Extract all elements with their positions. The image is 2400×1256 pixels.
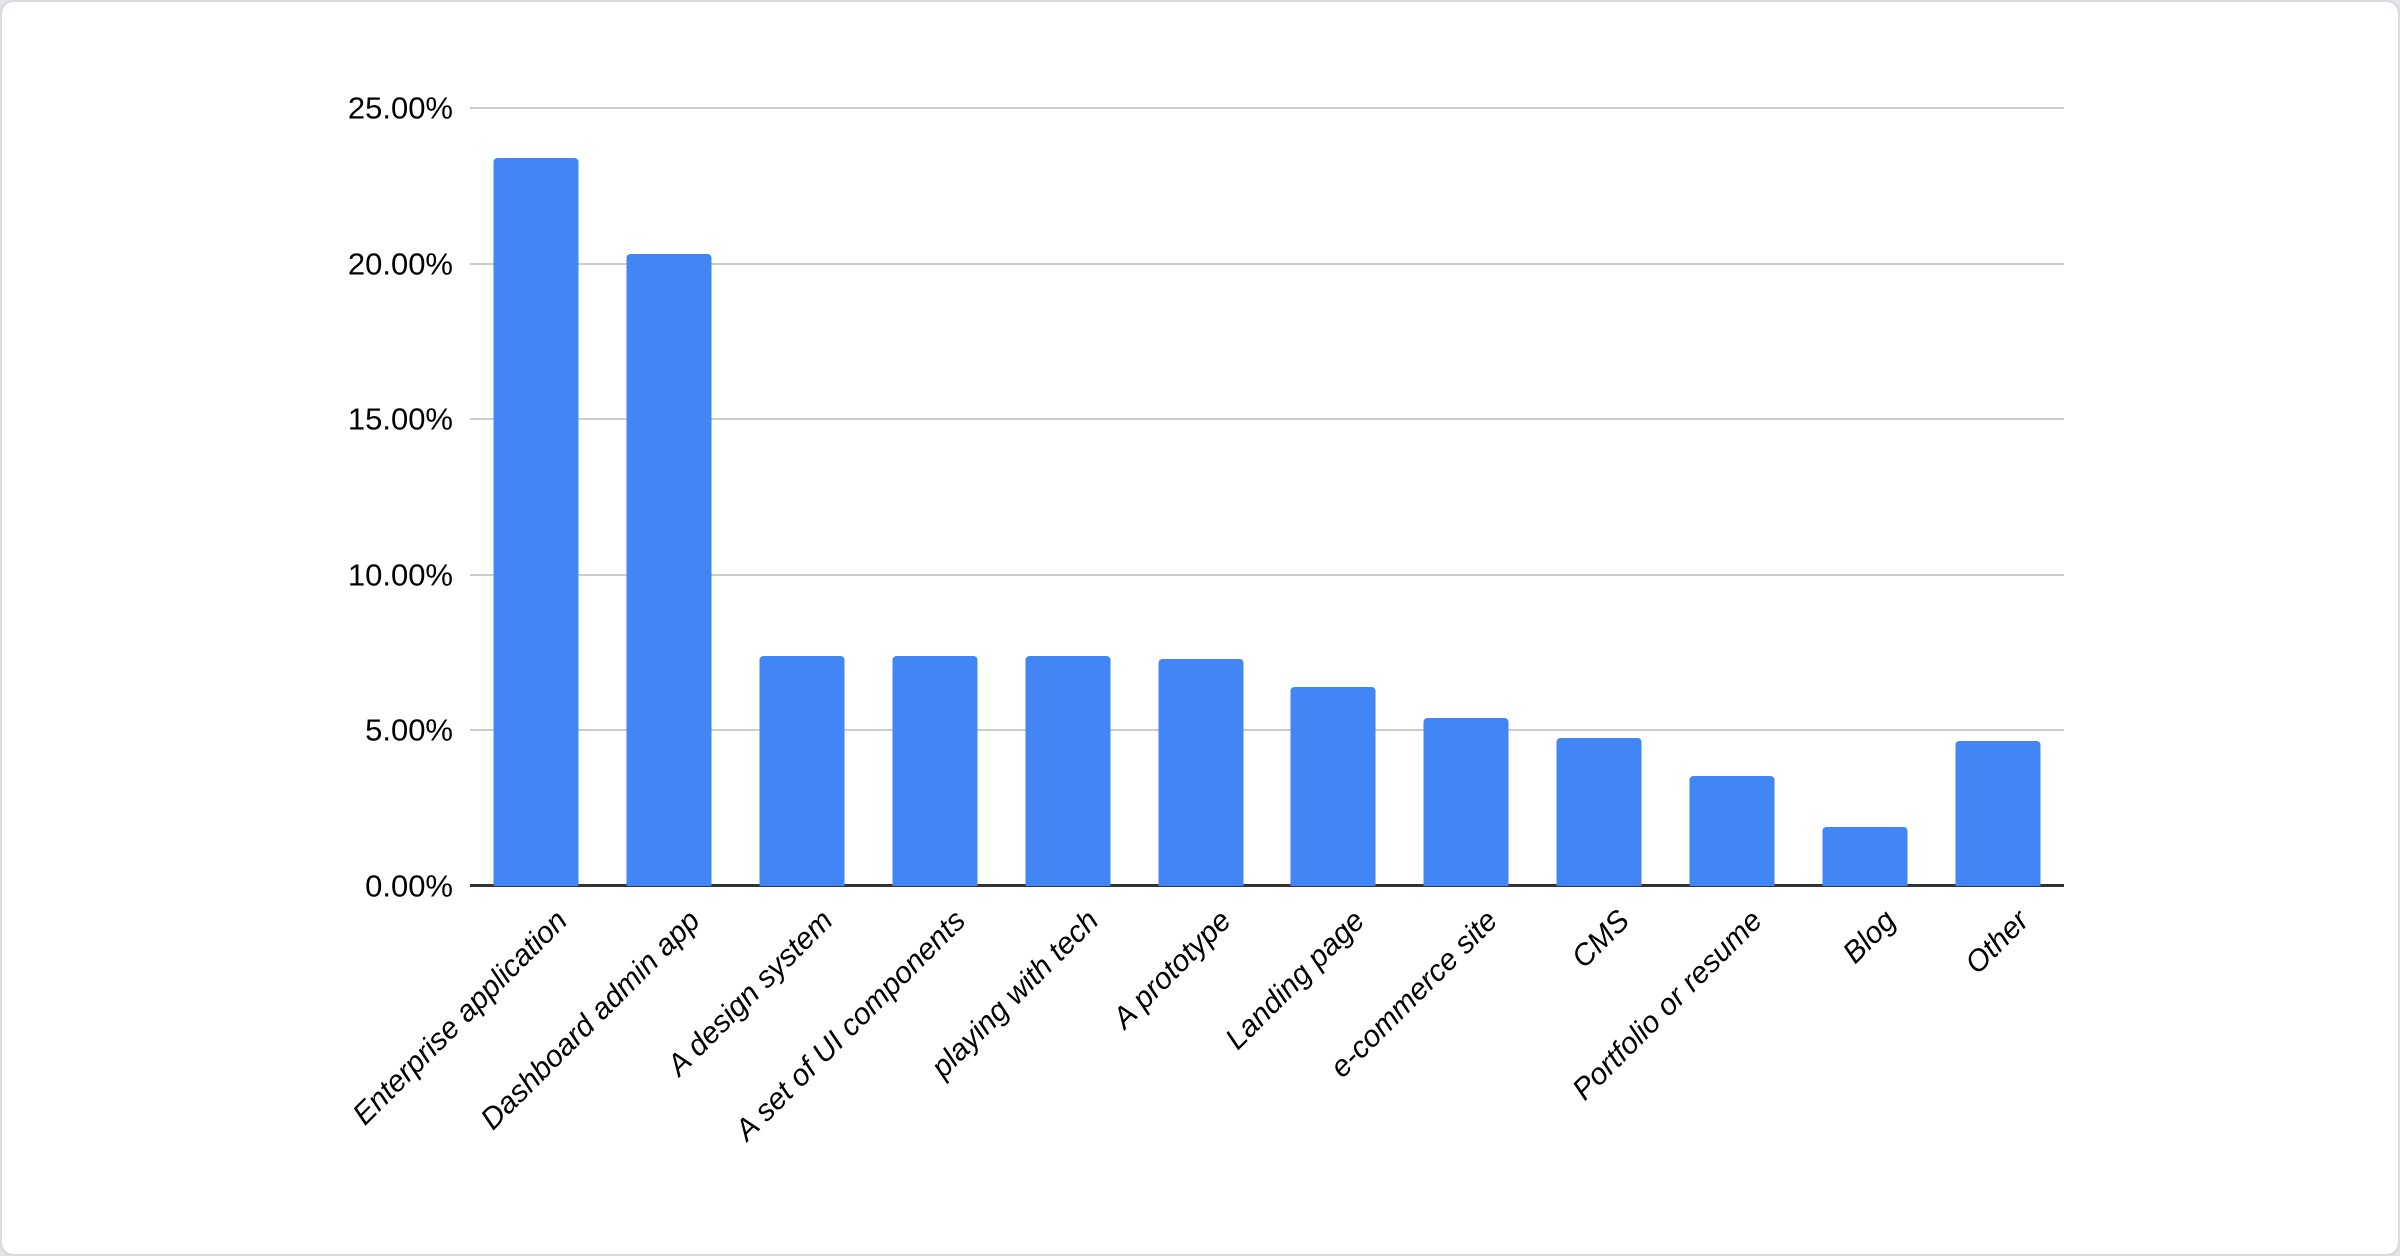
bar-cms — [1556, 738, 1642, 886]
x-axis-line — [470, 884, 2064, 887]
y-tick-label: 0.00% — [365, 868, 453, 904]
y-tick-label: 5.00% — [365, 712, 453, 748]
x-category-label: A set of UI components — [729, 904, 973, 1148]
x-category-label: A prototype — [1106, 904, 1238, 1036]
bar-slot: Blog — [1798, 108, 1931, 970]
bar-e-commerce-site — [1423, 717, 1509, 886]
y-tick-label: 20.00% — [347, 246, 453, 282]
x-category-label: Enterprise application — [346, 904, 574, 1132]
x-category-label: Blog — [1836, 904, 1903, 970]
y-tick-label: 10.00% — [347, 557, 453, 593]
gridline-15 — [470, 418, 2064, 421]
gridline-20 — [470, 262, 2064, 265]
bar-slot: playing with tech — [925, 108, 1134, 1084]
bar-blog — [1822, 826, 1908, 886]
bar-playing-with-tech — [1025, 655, 1111, 886]
bar-slot: Portfolio or resume — [1567, 108, 1799, 1107]
bar-portfolio-or-resume — [1689, 775, 1775, 886]
bar-slot: Enterprise application — [346, 108, 603, 1131]
x-category-label: Other — [1958, 904, 2035, 981]
bar-dashboard-admin-app — [626, 254, 712, 886]
bar-enterprise-application — [493, 157, 579, 886]
y-tick-label: 25.00% — [347, 90, 453, 126]
x-category-label: CMS — [1565, 904, 1637, 975]
bar-slot: Other — [1931, 108, 2064, 980]
x-category-label: Landing page — [1218, 904, 1371, 1056]
bar-slot: A design system — [661, 108, 869, 1082]
gridline-10 — [470, 573, 2064, 576]
x-category-label: Dashboard admin app — [474, 904, 707, 1137]
bar-a-prototype — [1158, 658, 1244, 886]
gridline-25 — [470, 107, 2064, 109]
bar-slot: Dashboard admin app — [475, 108, 736, 1136]
bar-slot: e-commerce site — [1323, 108, 1533, 1084]
gridline-5 — [470, 729, 2064, 732]
bar-landing-page — [1290, 686, 1376, 886]
bar-a-design-system — [759, 655, 845, 886]
bar-slot: A set of UI components — [729, 108, 1002, 1147]
bar-slot: Landing page — [1219, 108, 1400, 1056]
y-tick-label: 15.00% — [347, 401, 453, 437]
bar-a-set-of-ui-components — [892, 655, 978, 886]
bar-other — [1955, 741, 2041, 886]
bar-slot: CMS — [1533, 108, 1666, 974]
bar-slot: A prototype — [1107, 108, 1267, 1035]
plot-area: 0.00% 5.00% 10.00% 15.00% 20.00% 25.00% Enter… — [346, 93, 2064, 1147]
